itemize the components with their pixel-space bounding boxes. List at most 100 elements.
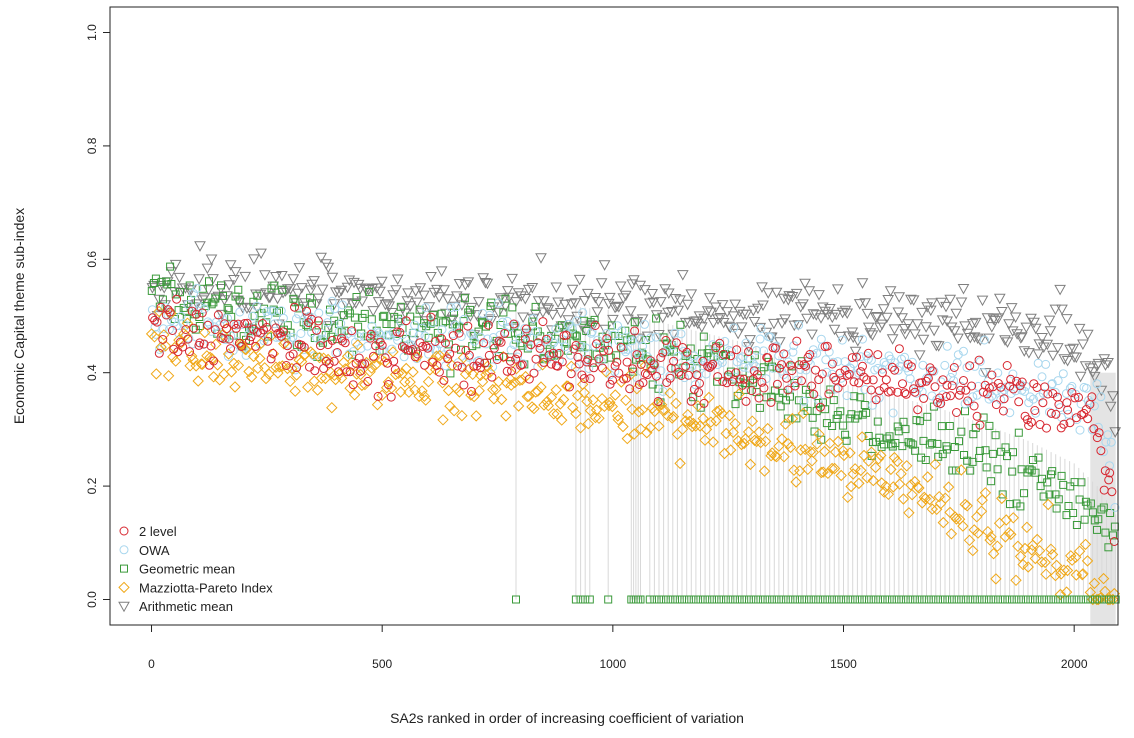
data-point (595, 278, 608, 289)
data-point (163, 280, 172, 289)
data-point (260, 372, 272, 385)
data-point (1036, 482, 1045, 491)
data-point (199, 326, 211, 339)
data-point (1058, 354, 1071, 365)
data-point (961, 385, 971, 395)
data-point (550, 282, 563, 294)
data-point (404, 376, 416, 388)
data-point (630, 318, 639, 327)
data-point (212, 291, 225, 303)
data-point (297, 301, 310, 313)
data-point-zero (954, 595, 963, 604)
data-point (195, 322, 204, 330)
data-point (396, 302, 405, 311)
data-point (413, 390, 425, 403)
data-point (341, 282, 354, 294)
data-point (1083, 414, 1093, 424)
data-point (859, 372, 869, 382)
data-point (998, 490, 1007, 499)
data-point (658, 348, 668, 358)
data-point (1005, 408, 1015, 418)
data-point (683, 318, 696, 329)
data-point-zero (1019, 595, 1028, 604)
data-point (713, 360, 723, 370)
data-point (480, 358, 490, 368)
data-point-zero (701, 595, 710, 604)
data-point (1030, 406, 1040, 415)
data-point (1064, 344, 1076, 356)
data-point (1061, 389, 1071, 398)
data-point (993, 465, 1002, 474)
data-point (538, 317, 548, 327)
data-point-zero (982, 595, 991, 604)
data-point (749, 378, 757, 387)
data-point-zero (917, 595, 926, 604)
data-point (975, 357, 985, 366)
data-point (500, 328, 510, 338)
data-point (822, 341, 832, 351)
data-point (676, 423, 689, 436)
data-point (863, 348, 873, 358)
dense-drop-region (1090, 372, 1116, 625)
data-point (446, 303, 456, 312)
data-point (665, 307, 678, 318)
data-point (205, 254, 218, 266)
y-axis: 0.0 0.2 0.4 0.6 0.8 1.0 (85, 24, 111, 608)
data-point (316, 284, 329, 296)
data-point (495, 330, 505, 340)
data-point (738, 380, 747, 390)
data-point (978, 387, 988, 397)
data-point (221, 291, 233, 302)
data-point-zero (571, 595, 580, 604)
data-point (506, 345, 516, 355)
data-point (869, 461, 882, 474)
data-point (636, 404, 649, 416)
data-point (1058, 369, 1068, 379)
data-point (792, 375, 802, 385)
data-point (1042, 423, 1051, 433)
data-point (826, 462, 838, 475)
data-point-zero (1107, 595, 1116, 604)
data-point (503, 316, 512, 326)
data-point (731, 400, 740, 409)
data-point (466, 305, 475, 314)
data-point (1066, 554, 1078, 566)
data-point (421, 341, 431, 351)
data-point (1092, 379, 1102, 389)
data-point (583, 355, 593, 364)
data-point (191, 309, 201, 319)
data-point (735, 353, 745, 363)
data-point (1089, 401, 1099, 411)
data-point (1079, 361, 1092, 372)
data-point (841, 430, 850, 439)
data-point (597, 363, 607, 373)
data-point (452, 302, 461, 312)
legend-label: Mazziotta-Pareto Index (139, 580, 273, 595)
data-point (778, 450, 790, 463)
data-point (445, 349, 455, 359)
data-point (592, 339, 601, 349)
data-point (346, 359, 359, 372)
data-point (148, 331, 161, 343)
data-point (985, 530, 997, 543)
data-point (1094, 428, 1104, 438)
data-point (984, 394, 994, 404)
data-point (557, 357, 567, 367)
data-point (612, 413, 625, 426)
data-point (415, 305, 424, 314)
data-point (484, 366, 496, 379)
data-point (345, 309, 354, 318)
data-point (1102, 593, 1114, 606)
data-point (937, 422, 946, 431)
data-point (607, 321, 616, 330)
data-point (240, 343, 252, 356)
data-point (940, 301, 952, 313)
data-point (719, 350, 729, 359)
data-point (150, 322, 160, 332)
data-point (690, 380, 700, 390)
data-point (799, 360, 809, 370)
data-point (506, 273, 518, 285)
data-point (1107, 391, 1119, 402)
data-point-zero (802, 595, 811, 604)
data-point (504, 373, 516, 385)
